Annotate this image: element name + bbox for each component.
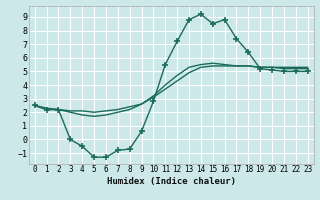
X-axis label: Humidex (Indice chaleur): Humidex (Indice chaleur)	[107, 177, 236, 186]
